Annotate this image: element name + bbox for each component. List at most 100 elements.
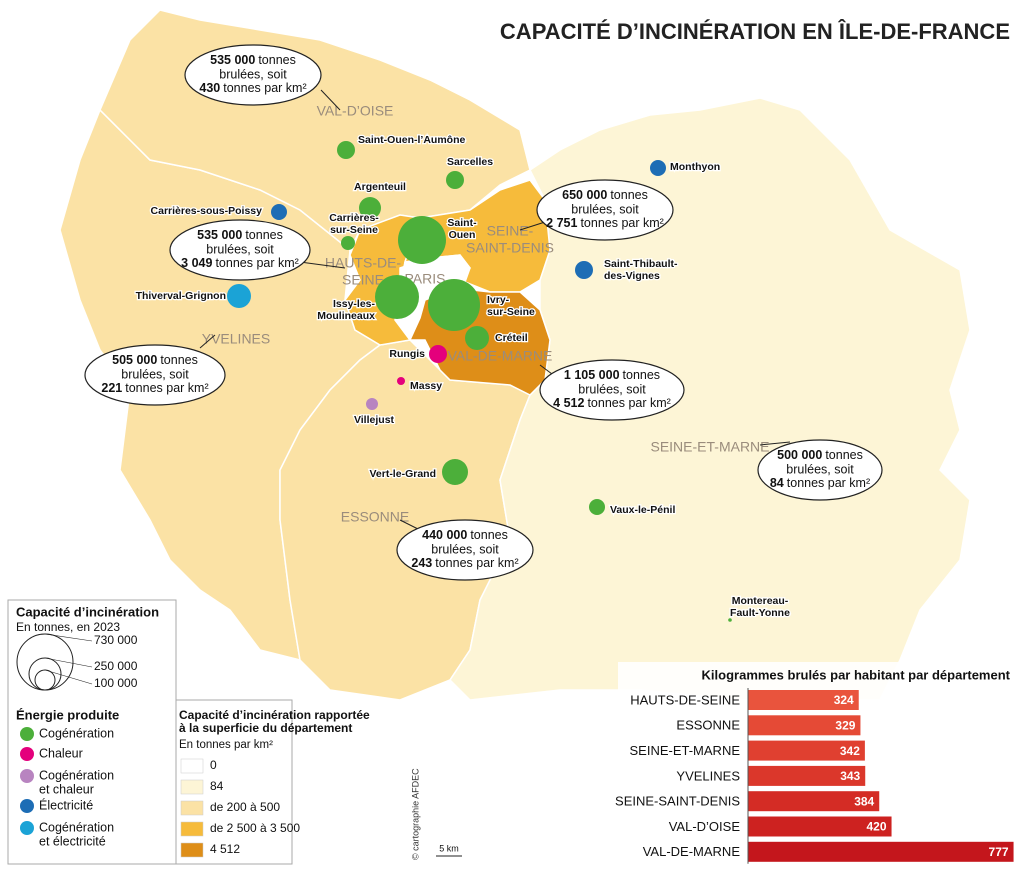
callout-tonnes: 500 000 [777, 448, 822, 462]
site-label: Sarcelles [447, 156, 493, 168]
callout-bubble [757, 439, 883, 501]
callout-tonnes: 440 000 [422, 528, 467, 542]
department-name: SEINE-ET-MARNE [650, 439, 769, 455]
callout-leader [199, 334, 216, 349]
department-name: PARIS [405, 271, 446, 287]
bar-value: 777 [989, 845, 1009, 859]
density-swatch [180, 800, 204, 816]
callout-line: 430 tonnes par km² [199, 81, 306, 95]
energy-label: Cogénération [39, 726, 114, 740]
size-leader [44, 657, 93, 668]
energy-label: et électricité [39, 834, 106, 848]
callout-unit: tonnes par km² [125, 381, 208, 395]
site-marker [465, 326, 489, 350]
callout-line: 3 049 tonnes par km² [181, 256, 299, 270]
department-name: SEINE- [487, 223, 534, 239]
legend-subtitle: En tonnes par km² [179, 739, 273, 751]
energy-label: Électricité [39, 797, 93, 812]
department-name: VAL-DE-MARNE [448, 348, 553, 364]
bar [748, 690, 859, 710]
department-name: ESSONNE [341, 509, 409, 525]
size-leader [44, 669, 93, 685]
credit: © cartographie AFDEC [410, 768, 420, 860]
site-label: Carrières- [329, 212, 379, 224]
callout-unit: tonnes [160, 353, 198, 367]
callout-density: 430 [199, 81, 220, 95]
callout-tonnes: 1 105 000 [564, 368, 620, 382]
callout-unit: tonnes [623, 368, 661, 382]
callout-bubble [539, 359, 685, 421]
category-label: HAUTS-DE-SEINE [630, 692, 740, 707]
density-label: 84 [210, 779, 224, 793]
callout-unit: tonnes [825, 448, 863, 462]
site-label: sur-Seine [487, 306, 535, 318]
callout-line: brulées, soit [578, 382, 646, 396]
callout-unit: tonnes [470, 528, 508, 542]
site-label: Monthyon [670, 161, 720, 173]
site-label: Saint-Thibault- [604, 258, 678, 270]
scale-label: 5 km [439, 843, 459, 853]
site-marker [366, 398, 378, 410]
callout-unit: tonnes [610, 188, 648, 202]
size-leader [44, 633, 93, 642]
callout-line: 500 000 tonnes [777, 448, 863, 462]
callout-line: brulées, soit [571, 202, 639, 216]
energy-label: et chaleur [39, 782, 94, 796]
callout-bubble [169, 219, 311, 281]
density-label: 0 [210, 758, 217, 772]
category-label: SEINE-ET-MARNE [629, 743, 740, 758]
callout-bubble [536, 179, 674, 241]
callout-density: 3 049 [181, 256, 212, 270]
site-label: Saint- [447, 217, 477, 229]
category-label: VAL-D’OISE [669, 819, 741, 834]
category-label: VAL-DE-MARNE [643, 844, 741, 859]
site-marker [337, 141, 355, 159]
site-label: Fault-Yonne [730, 607, 790, 619]
site-marker [375, 275, 419, 319]
energy-label: Chaleur [39, 746, 83, 760]
site-label: Vaux-le-Pénil [610, 504, 675, 516]
bar-value: 324 [834, 693, 854, 707]
callout-line: 505 000 tonnes [112, 353, 198, 367]
bar [748, 816, 892, 837]
site-marker [575, 261, 593, 279]
site-label: Argenteuil [354, 181, 406, 193]
callout-line: brulées, soit [121, 367, 189, 381]
department-name: HAUTS-DE- [325, 255, 402, 271]
site-marker [341, 236, 355, 250]
legend-title: Énergie produite [16, 707, 119, 722]
callout-bubble [184, 44, 322, 106]
callout-density: 2 751 [546, 216, 577, 230]
site-label: Thiverval-Grignon [136, 290, 226, 302]
site-label: Villejust [354, 414, 395, 426]
site-label: Ivry- [487, 294, 510, 306]
callout-line: 2 751 tonnes par km² [546, 216, 664, 230]
department-name: SEINE [342, 272, 384, 288]
legend-box [7, 599, 462, 865]
callout-unit: tonnes par km² [215, 256, 298, 270]
bar-value: 343 [840, 769, 860, 783]
callout-line: brulées, soit [786, 462, 854, 476]
site-marker [397, 377, 405, 385]
site-label: Ouen [449, 229, 476, 241]
energy-swatch [20, 799, 34, 813]
bar [748, 765, 866, 786]
size-label: 250 000 [94, 659, 138, 673]
department-name: YVELINES [202, 331, 270, 347]
callout-unit: tonnes par km² [223, 81, 306, 95]
site-marker [359, 197, 381, 219]
legend-frame [7, 599, 177, 865]
site-marker [728, 618, 732, 622]
callout-unit: tonnes par km² [580, 216, 663, 230]
energy-swatch [20, 727, 34, 741]
size-label: 730 000 [94, 633, 138, 647]
callout-line: 221 tonnes par km² [101, 381, 208, 395]
bar [748, 841, 1014, 862]
department-name: SAINT-DENIS [466, 240, 554, 256]
bar [748, 740, 865, 761]
legend-subtitle: En tonnes, en 2023 [16, 620, 120, 634]
callout-density: 4 512 [553, 396, 584, 410]
department-name: VAL-D’OISE [317, 103, 394, 119]
site-label: Massy [410, 380, 442, 392]
